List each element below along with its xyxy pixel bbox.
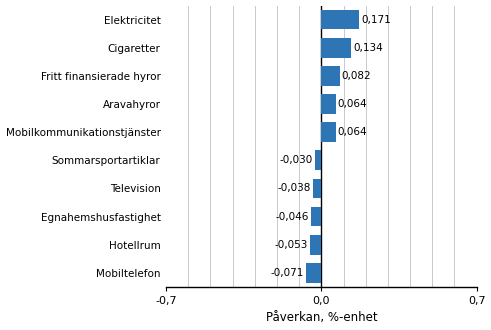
Bar <box>315 150 322 170</box>
Text: -0,038: -0,038 <box>277 183 311 193</box>
Bar <box>322 122 335 142</box>
Text: 0,064: 0,064 <box>338 99 367 109</box>
Bar <box>305 263 322 282</box>
X-axis label: Påverkan, %-enhet: Påverkan, %-enhet <box>266 312 377 324</box>
Bar <box>322 66 340 86</box>
Bar <box>310 235 322 254</box>
Text: -0,030: -0,030 <box>279 155 312 165</box>
Bar <box>322 94 335 114</box>
Text: -0,071: -0,071 <box>270 268 303 278</box>
Bar <box>322 38 351 58</box>
Text: -0,046: -0,046 <box>275 212 309 221</box>
Text: 0,134: 0,134 <box>354 43 383 53</box>
Text: 0,064: 0,064 <box>338 127 367 137</box>
Text: 0,171: 0,171 <box>361 15 391 25</box>
Text: 0,082: 0,082 <box>342 71 371 81</box>
Bar <box>313 179 322 198</box>
Bar <box>322 10 359 29</box>
Bar <box>311 207 322 226</box>
Text: -0,053: -0,053 <box>274 240 307 250</box>
